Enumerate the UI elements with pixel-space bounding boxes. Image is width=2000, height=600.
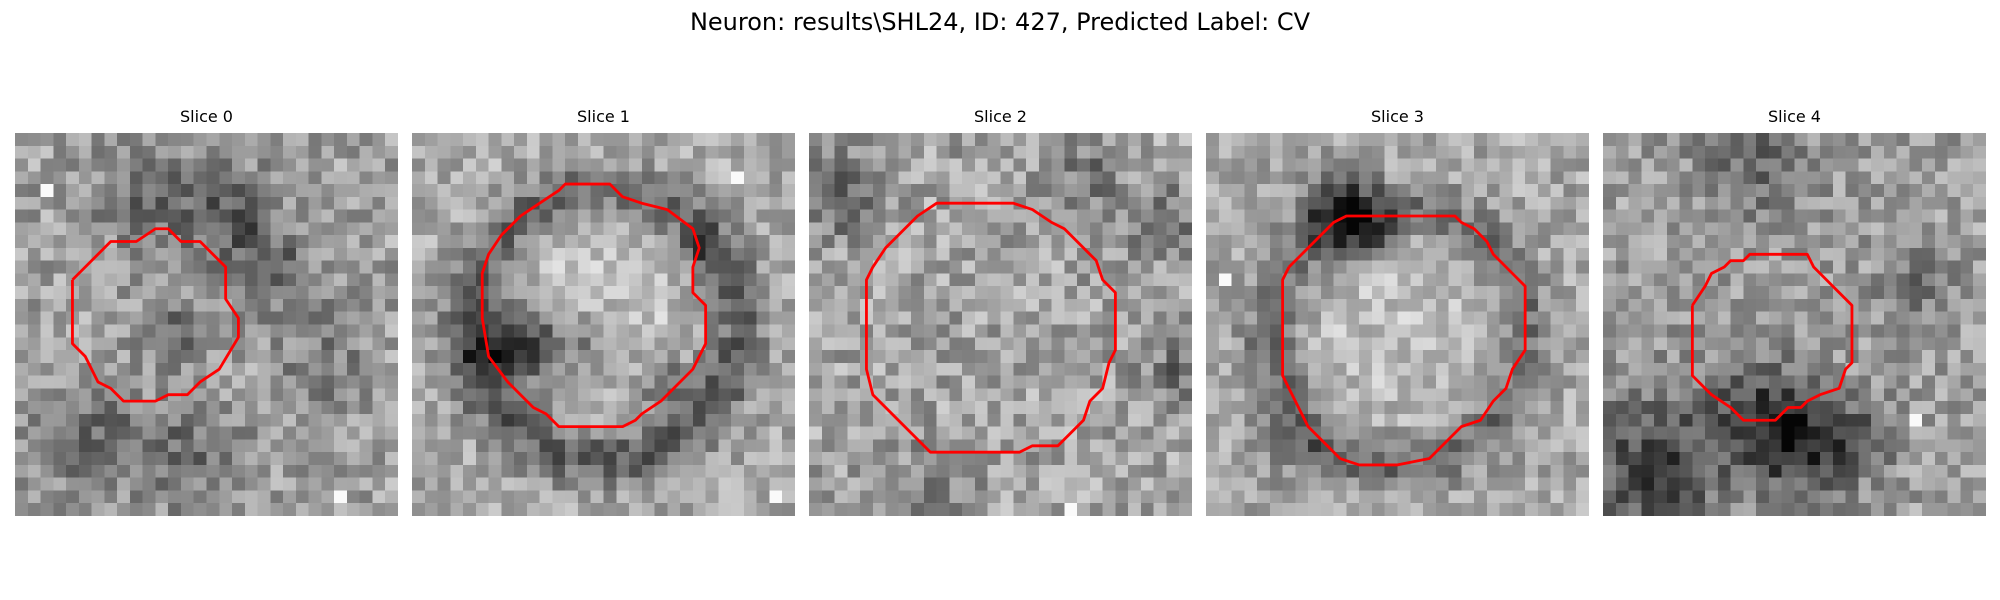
pixel-grid — [15, 133, 398, 516]
pixel-grid — [1206, 133, 1589, 516]
slice-1-image — [412, 133, 795, 516]
roi-contour — [480, 182, 708, 429]
slice-2-title: Slice 2 — [974, 107, 1027, 126]
roi-contour — [71, 227, 240, 403]
slice-2-image — [809, 133, 1192, 516]
slice-0-image — [15, 133, 398, 516]
pixel-grid — [809, 133, 1192, 516]
figure-title: Neuron: results\SHL24, ID: 427, Predicte… — [689, 8, 1311, 36]
slice-3-title: Slice 3 — [1371, 107, 1424, 126]
roi-contour — [1281, 214, 1527, 467]
pixel-grid — [1603, 133, 1986, 516]
slice-1-title: Slice 1 — [577, 107, 630, 126]
pixel-grid — [412, 133, 795, 516]
roi-contour — [1690, 252, 1854, 422]
slice-0-title: Slice 0 — [180, 107, 233, 126]
slice-3-image — [1206, 133, 1589, 516]
slice-4-title: Slice 4 — [1768, 107, 1821, 126]
slice-4-image — [1603, 133, 1986, 516]
roi-contour — [865, 201, 1117, 454]
